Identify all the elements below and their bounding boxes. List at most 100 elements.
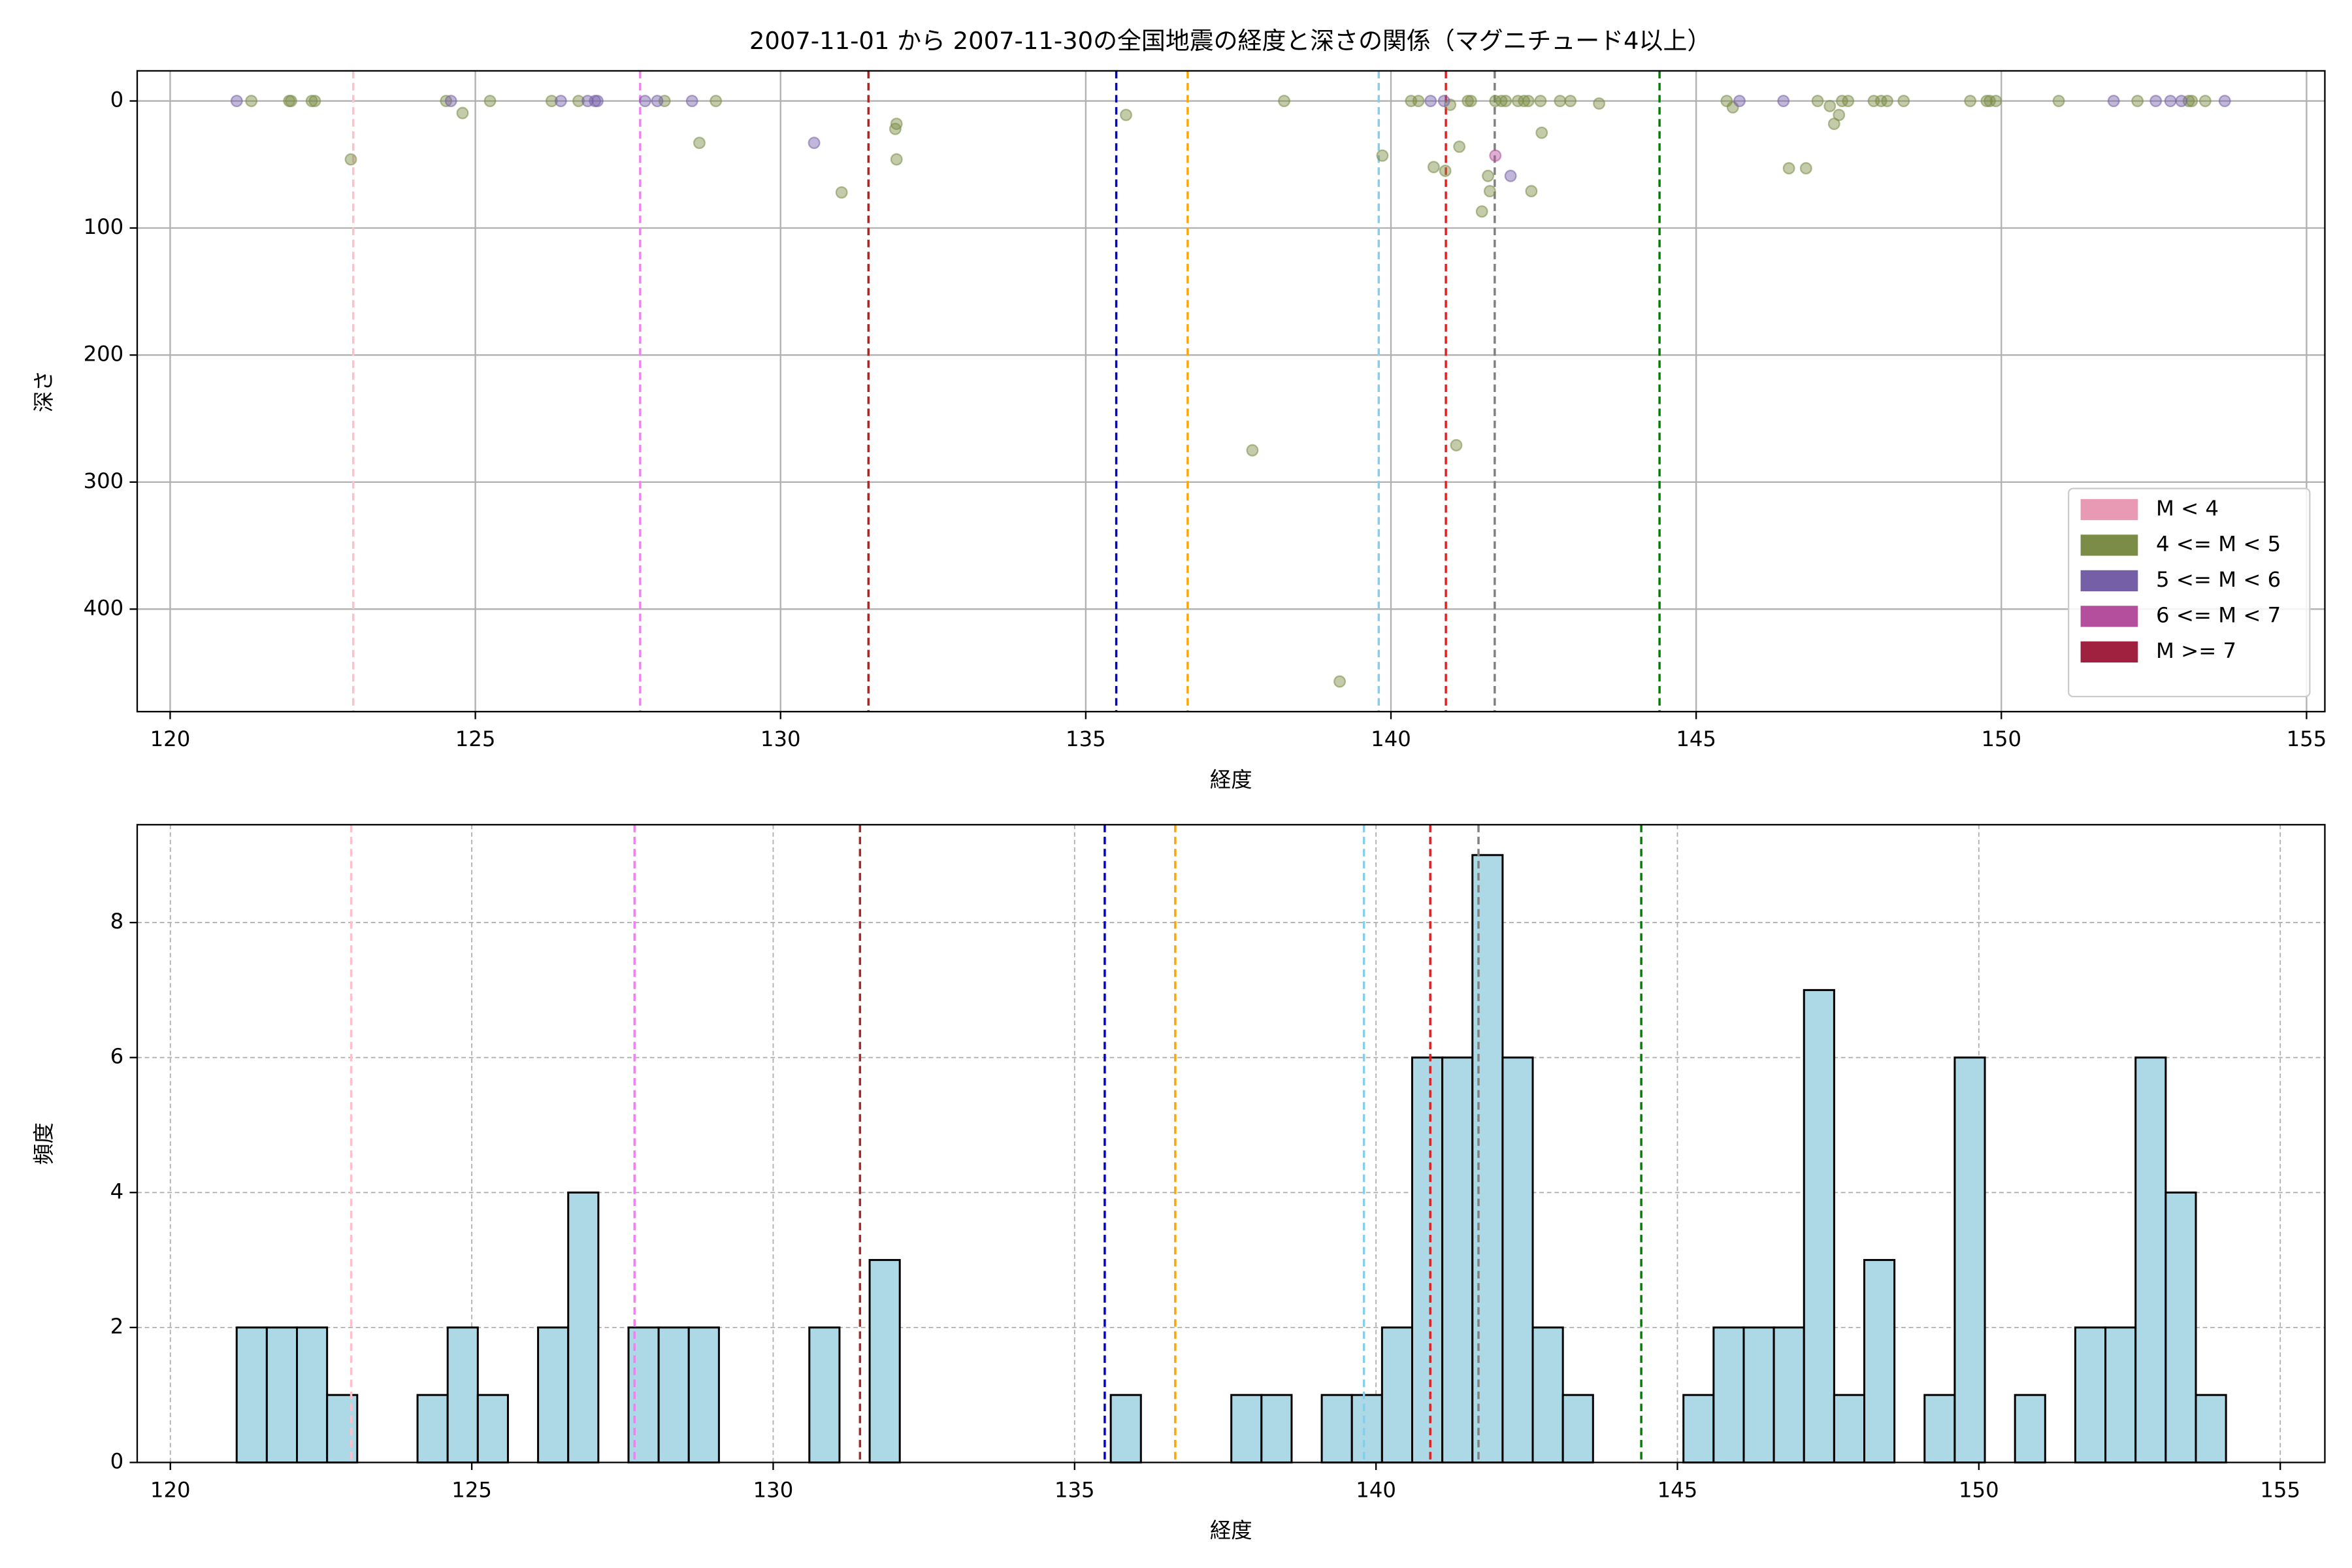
- histogram-bar: [1923, 1394, 1956, 1463]
- data-point: [1444, 98, 1457, 111]
- data-point: [1897, 95, 1910, 108]
- histogram-bar: [1380, 1326, 1414, 1463]
- histogram-bar: [1682, 1394, 1715, 1463]
- x-tick-label: 120: [150, 1477, 191, 1502]
- data-point: [1782, 162, 1795, 175]
- data-point: [1833, 108, 1846, 122]
- data-point: [1427, 161, 1440, 174]
- data-point: [1464, 95, 1477, 108]
- data-point: [651, 95, 664, 108]
- histogram-bar: [1350, 1394, 1383, 1463]
- histogram-bar: [1260, 1394, 1293, 1463]
- data-point: [230, 95, 243, 108]
- histogram-bar: [2195, 1394, 2227, 1463]
- y-tick-label: 6: [110, 1044, 124, 1069]
- histogram-bar: [1742, 1326, 1775, 1463]
- data-point: [1246, 444, 1259, 457]
- data-point: [693, 137, 706, 150]
- y-tick-label: 0: [110, 1448, 124, 1473]
- x-tick-label: 145: [1658, 1477, 1698, 1502]
- y-tick-label: 8: [110, 909, 124, 934]
- data-point: [1278, 95, 1290, 108]
- y-axis-label: 深さ: [31, 370, 56, 413]
- data-point: [456, 106, 469, 120]
- data-point: [835, 186, 848, 199]
- data-point: [2052, 95, 2065, 108]
- histogram-bar: [1561, 1394, 1594, 1463]
- legend-swatch: [2080, 498, 2138, 521]
- histogram-bar: [657, 1326, 690, 1463]
- legend-label: 5 <= M < 6: [2156, 567, 2281, 592]
- data-point: [1525, 185, 1538, 198]
- histogram-bar: [2104, 1326, 2137, 1463]
- data-point: [1554, 95, 1567, 108]
- data-point: [685, 95, 698, 108]
- histogram-bar: [627, 1326, 660, 1463]
- histogram-bar: [1230, 1394, 1263, 1463]
- legend: M < 4 4 <= M < 5 5 <= M < 6 6 <= M < 7 M >= …: [2067, 487, 2311, 698]
- data-point: [638, 95, 651, 108]
- data-point: [1437, 95, 1450, 108]
- x-axis-label: 経度: [1210, 767, 1252, 792]
- data-point: [1799, 162, 1812, 175]
- data-point: [1462, 95, 1475, 108]
- x-tick-label: 140: [1356, 1477, 1396, 1502]
- x-tick-label: 155: [2260, 1477, 2300, 1502]
- legend-label: 6 <= M < 7: [2156, 602, 2281, 627]
- histogram-bar: [2134, 1056, 2167, 1463]
- data-point: [1489, 149, 1502, 162]
- x-tick-label: 120: [150, 727, 191, 751]
- plot-frame: [136, 824, 2326, 1463]
- histogram-bar: [326, 1394, 359, 1463]
- data-point: [1842, 95, 1855, 108]
- data-point: [572, 95, 585, 108]
- y-tick-label: 300: [84, 468, 124, 493]
- data-point: [1412, 95, 1425, 108]
- y-tick-label: 0: [110, 88, 124, 112]
- x-tick-label: 135: [1054, 1477, 1095, 1502]
- legend-label: M < 4: [2156, 496, 2219, 521]
- histogram-bar: [1803, 988, 1835, 1463]
- histogram-bar: [1531, 1326, 1564, 1463]
- histogram-bar: [2014, 1394, 2046, 1463]
- y-tick-label: 100: [84, 214, 124, 239]
- data-point: [1989, 95, 2002, 108]
- histogram-bar: [296, 1326, 329, 1463]
- data-point: [1453, 140, 1466, 154]
- histogram-bar: [1411, 1056, 1444, 1463]
- data-point: [2107, 95, 2120, 108]
- data-point: [1534, 95, 1547, 108]
- data-point: [1504, 169, 1517, 182]
- data-point: [1777, 95, 1790, 108]
- x-tick-label: 135: [1066, 727, 1106, 751]
- legend-swatch: [2080, 606, 2138, 627]
- data-point: [1450, 439, 1463, 451]
- data-point: [1811, 95, 1824, 108]
- data-point: [1964, 95, 1977, 108]
- x-tick-label: 130: [753, 1477, 794, 1502]
- data-point: [1482, 169, 1495, 182]
- x-axis-label: 経度: [1210, 1518, 1252, 1543]
- legend-swatch: [2080, 534, 2138, 556]
- histogram-bar: [1320, 1394, 1353, 1463]
- data-point: [2185, 95, 2198, 108]
- data-point: [808, 137, 821, 150]
- x-tick-label: 145: [1676, 727, 1716, 751]
- histogram-bar: [868, 1259, 901, 1463]
- histogram-bar: [808, 1326, 841, 1463]
- x-tick-label: 155: [2287, 727, 2327, 751]
- data-point: [2198, 95, 2212, 108]
- chart-title: 2007-11-01 から 2007-11-30の全国地震の経度と深さの関係（マ…: [749, 27, 1711, 55]
- data-point: [483, 95, 497, 108]
- data-point: [1564, 95, 1577, 108]
- y-tick-label: 200: [84, 341, 124, 366]
- histogram-bar: [265, 1326, 299, 1463]
- histogram-bar: [1863, 1259, 1896, 1463]
- data-point: [1881, 95, 1894, 108]
- x-tick-label: 150: [1981, 727, 2021, 751]
- x-tick-label: 150: [1959, 1477, 1999, 1502]
- data-point: [1483, 185, 1496, 198]
- data-point: [1333, 675, 1346, 688]
- y-axis-label: 頻度: [31, 1122, 56, 1165]
